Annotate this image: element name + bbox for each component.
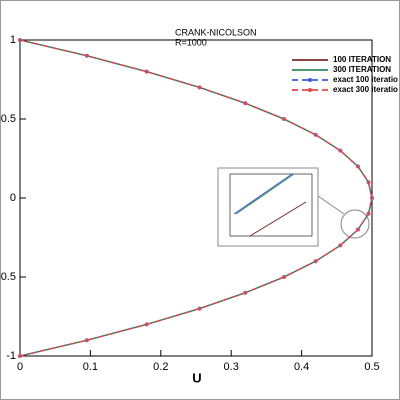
zoom-connector [317,195,345,215]
y-tick-label: 0 [10,192,16,204]
legend-label: 100 ITERATION [333,55,391,64]
marker [366,180,371,185]
marker [282,117,286,121]
x-tick-label: 0.2 [153,361,168,373]
legend-marker [308,78,312,82]
x-axis-label: U [192,370,201,385]
chart-subtitle: R=1000 [175,37,207,47]
legend-marker [308,88,312,92]
legend-label: 300 ITERATION [333,65,391,74]
marker [313,259,318,264]
marker [197,306,202,311]
inset-line [235,173,295,215]
marker [282,275,286,279]
y-tick-label: 1 [10,34,16,46]
x-tick-label: 0.1 [83,361,98,373]
marker [84,338,89,343]
x-tick-label: 0.5 [364,361,379,373]
inset-box [217,167,319,247]
legend-label: exact 100 iteratio [333,75,398,84]
marker [355,227,360,232]
marker [18,354,22,358]
y-tick-label: -0.5 [0,271,16,283]
legend-label: exact 300 iteratio [333,85,398,94]
marker [313,132,318,137]
marker [197,85,202,90]
marker [243,101,248,106]
marker [338,148,343,153]
marker [144,322,149,327]
marker [370,196,374,200]
y-tick-label: -1 [6,350,16,362]
series-line [19,39,373,357]
marker [366,211,371,216]
inset-line [249,201,307,237]
marker [84,53,89,58]
x-tick-label: 0.4 [294,361,309,373]
marker [144,69,149,74]
x-tick-label: 0 [17,361,23,373]
inset-axes [229,173,313,237]
x-tick-label: 0.3 [224,361,239,373]
marker [338,243,343,248]
zoom-circle [340,209,370,239]
inset-line [233,173,293,215]
inset [217,167,370,247]
marker [355,164,360,169]
marker [18,38,22,42]
chart-title: CRANK-NICOLSON [175,27,257,37]
marker [243,290,248,295]
y-tick-label: 0.5 [1,113,16,125]
